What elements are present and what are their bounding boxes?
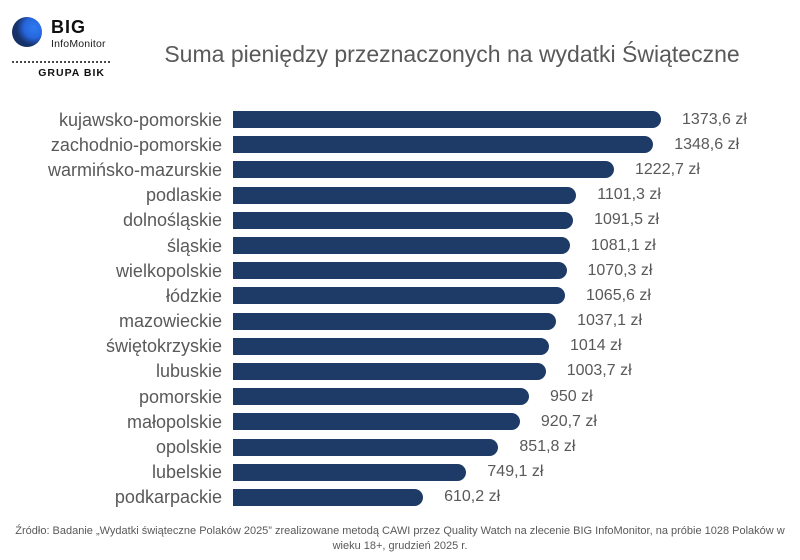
bar	[233, 388, 529, 406]
bar	[233, 287, 565, 305]
bar	[233, 438, 499, 456]
bar	[233, 362, 546, 380]
logo-top-row: BIG InfoMonitor	[12, 10, 124, 50]
bar	[233, 237, 570, 255]
logo-wordmark: BIG InfoMonitor	[51, 18, 106, 50]
bar	[233, 337, 549, 355]
category-label: dolnośląskie	[122, 210, 222, 231]
chart-row: łódzkie 1065,6 zł	[0, 283, 800, 308]
value-label: 1373,6 zł	[682, 110, 747, 128]
chart-row: wielkopolskie 1070,3 zł	[0, 258, 800, 283]
value-label: 1037,1 zł	[577, 312, 643, 330]
chart-row: opolskie 851,8 zł	[0, 434, 800, 459]
bar	[233, 262, 567, 280]
bar	[233, 186, 577, 204]
chart-title: Suma pieniędzy przeznaczonych na wydatki…	[164, 41, 740, 67]
chart-row: dolnośląskie 1091,5 zł	[0, 208, 800, 233]
value-label: 1091,5 zł	[594, 211, 660, 229]
category-label: opolskie	[155, 437, 222, 458]
bar	[233, 161, 614, 179]
bar	[233, 111, 661, 129]
category-label: kujawsko-pomorskie	[58, 109, 222, 130]
value-label: 1014 zł	[570, 337, 622, 355]
value-label: 1081,1 zł	[590, 236, 656, 254]
value-label: 610,2 zł	[444, 488, 501, 506]
category-label: mazowieckie	[118, 311, 222, 332]
bar	[233, 463, 467, 481]
value-label: 749,1 zł	[487, 463, 544, 481]
chart-row: śląskie 1081,1 zł	[0, 233, 800, 258]
bar-chart: kujawsko-pomorskie 1373,6 zł zachodnio-pom…	[0, 107, 800, 510]
value-label: 1070,3 zł	[587, 261, 653, 279]
value-label: 851,8 zł	[519, 438, 576, 456]
value-label: 1065,6 zł	[586, 286, 651, 304]
category-label: zachodnio-pomorskie	[50, 134, 222, 155]
logo-grupa-bik-text: GRUPA BIK	[38, 66, 105, 79]
source-note: Źródło: Badanie „Wydatki świąteczne Pola…	[15, 525, 785, 553]
logo-infomonitor-text: InfoMonitor	[51, 38, 106, 50]
category-label: lubuskie	[155, 361, 222, 382]
logo-dotted-line	[12, 60, 110, 63]
chart-row: podkarpackie 610,2 zł	[0, 485, 800, 510]
value-label: 1101,3 zł	[597, 186, 661, 204]
big-infomonitor-logo: BIG InfoMonitor GRUPA BIK	[12, 10, 124, 79]
chart-row: małopolskie 920,7 zł	[0, 409, 800, 434]
logo-big-text: BIG	[51, 17, 87, 37]
chart-row: świętokrzyskie 1014 zł	[0, 334, 800, 359]
chart-row: warmińsko-mazurskie 1222,7 zł	[0, 157, 800, 182]
category-label: świętokrzyskie	[105, 336, 222, 357]
category-label: warmińsko-mazurskie	[47, 159, 222, 180]
value-label: 920,7 zł	[540, 412, 597, 430]
category-label: małopolskie	[126, 411, 222, 432]
value-label: 1003,7 zł	[566, 362, 632, 380]
category-label: wielkopolskie	[115, 260, 222, 281]
bar	[233, 312, 557, 330]
value-label: 1348,6 zł	[674, 135, 740, 153]
category-label: lubelskie	[151, 462, 222, 483]
bar	[233, 136, 654, 154]
category-label: podkarpackie	[114, 487, 222, 508]
category-label: podlaskie	[145, 185, 222, 206]
chart-row: mazowieckie 1037,1 zł	[0, 309, 800, 334]
bar	[233, 413, 520, 431]
chart-row: lubelskie 749,1 zł	[0, 460, 800, 485]
chart-row: kujawsko-pomorskie 1373,6 zł	[0, 107, 800, 132]
bar	[233, 211, 574, 229]
value-label: 950 zł	[550, 387, 593, 405]
logo-globe-icon	[12, 17, 42, 47]
chart-row: podlaskie 1101,3 zł	[0, 183, 800, 208]
chart-row: lubuskie 1003,7 zł	[0, 359, 800, 384]
chart-row: pomorskie 950 zł	[0, 384, 800, 409]
category-label: śląskie	[166, 235, 222, 256]
value-label: 1222,7 zł	[635, 160, 700, 178]
category-label: pomorskie	[138, 386, 222, 407]
category-label: łódzkie	[165, 285, 222, 306]
chart-row: zachodnio-pomorskie 1348,6 zł	[0, 132, 800, 157]
bar	[233, 488, 424, 506]
